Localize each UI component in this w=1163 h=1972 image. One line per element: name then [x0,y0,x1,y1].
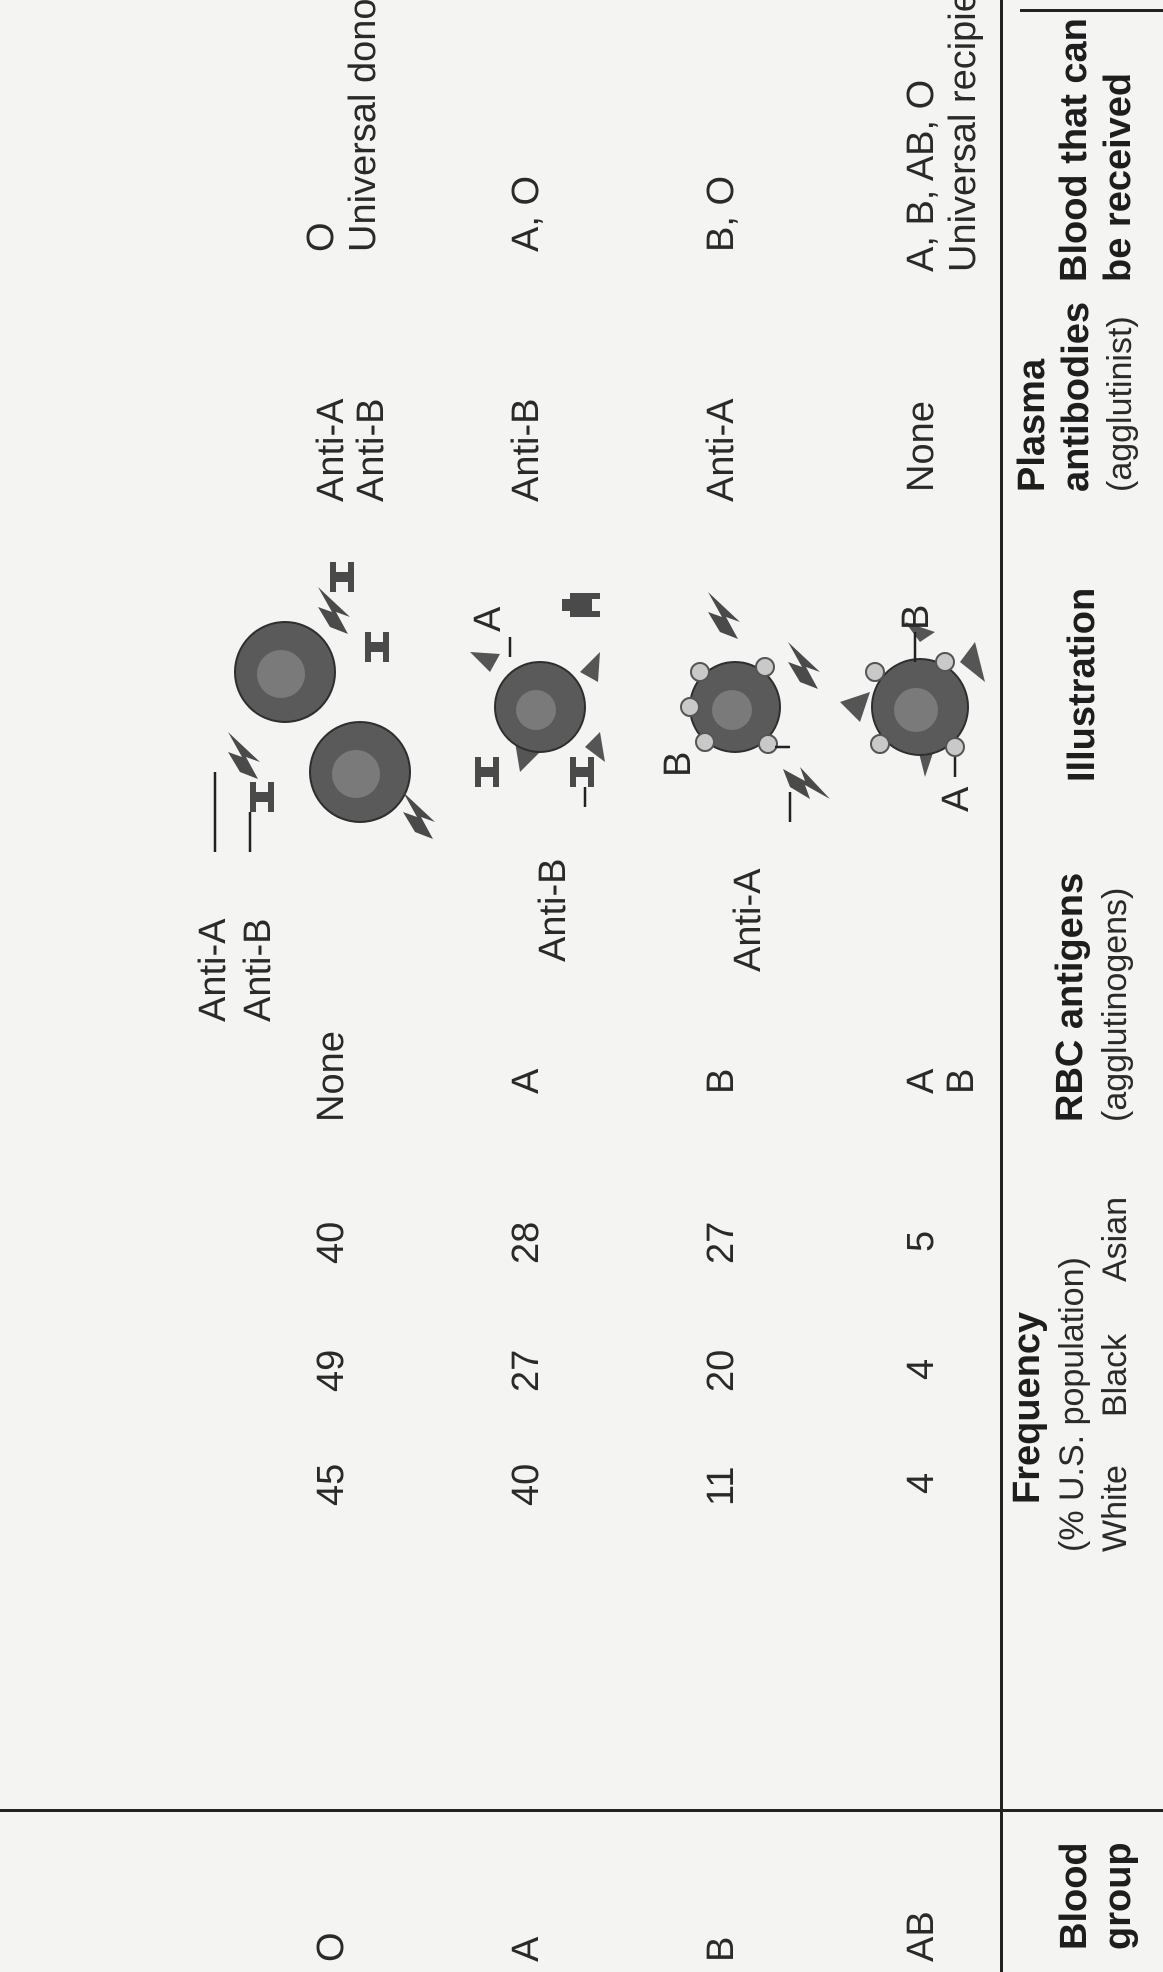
a-red-blood-cell [470,652,605,772]
o-anti-b-antibody-1 [365,632,389,662]
o-anti-a-antibody-1 [403,792,435,839]
o-illus-label-anti-a: Anti-A [192,918,234,1022]
ab-illus-label-b: B [895,605,937,630]
b-illus-label-anti-a: Anti-A [727,868,769,972]
o-illus-label-anti-b: Anti-B [237,919,279,1022]
a-anti-b-antibody-2 [475,757,499,787]
a-anti-b-antibody-1 [570,757,594,787]
b-red-blood-cell [680,657,781,754]
row-o-illustration: Anti-B Anti-A [192,562,435,1022]
o-anti-b-antibody-2 [330,562,354,592]
a-anti-b-antibody-3 [562,593,600,617]
b-anti-a-antibody-3 [783,767,830,799]
o-anti-a-antibody-2 [318,587,350,634]
b-anti-a-antibody-2 [788,642,820,689]
ab-illus-label-a: A [935,786,977,812]
row-ab-illustration: A B [840,605,985,812]
ab-red-blood-cell [840,622,985,777]
row-a-illustration: Anti-B A [467,593,605,962]
o-anti-b-antibody-3 [250,782,274,812]
o-red-blood-cell-1 [309,721,411,823]
o-anti-a-antibody-3 [228,732,260,779]
b-anti-a-antibody-1 [708,592,740,639]
row-b-illustration: Anti-A B [657,592,830,972]
a-illus-label-a: A [467,606,509,632]
o-red-blood-cell-2 [234,621,336,723]
b-illus-label-b: B [657,752,699,777]
a-illus-label-anti-b: Anti-B [532,859,574,962]
